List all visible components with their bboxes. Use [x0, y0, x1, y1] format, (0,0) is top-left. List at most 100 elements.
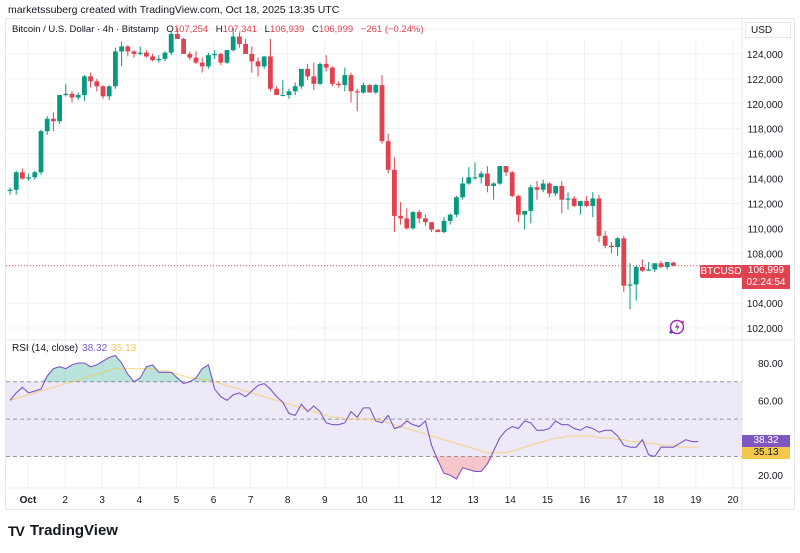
time-tick: 6 [211, 495, 217, 506]
candle [162, 52, 168, 59]
candle [119, 46, 124, 52]
chart-credit: marketssuberg created with TradingView.c… [8, 4, 340, 16]
candle [144, 52, 149, 57]
candle [460, 183, 465, 198]
candle [621, 238, 627, 286]
candle [584, 200, 589, 206]
candle [609, 245, 614, 248]
candle [423, 218, 428, 223]
candle [671, 262, 676, 266]
price-tick: 108,000 [747, 249, 784, 260]
candle [540, 183, 546, 190]
price-tick: 110,000 [748, 224, 784, 235]
candle [447, 214, 453, 221]
time-tick: 5 [174, 495, 180, 506]
candle [565, 198, 571, 200]
time-tick: 9 [322, 495, 328, 506]
candle [292, 86, 298, 92]
time-tick: Oct [20, 495, 37, 506]
candle [534, 187, 540, 190]
price-tick: 104,000 [747, 299, 784, 310]
price-tick: 122,000 [747, 75, 784, 86]
candle [342, 75, 348, 86]
time-tick: 4 [137, 495, 143, 506]
candle [44, 118, 50, 132]
candle [150, 56, 155, 61]
candle [485, 173, 490, 186]
lightning-icon[interactable] [668, 318, 686, 336]
candle [348, 75, 354, 92]
price-tick: 112,000 [748, 199, 784, 210]
time-tick: 17 [616, 495, 628, 506]
candle [311, 76, 317, 84]
time-tick: 11 [394, 495, 405, 506]
candle [491, 183, 496, 186]
time-tick: 10 [356, 495, 368, 506]
price-tick: 114,000 [748, 175, 784, 186]
candle [615, 238, 620, 248]
candle [32, 172, 38, 178]
time-tick: 20 [727, 495, 739, 506]
candle [38, 131, 44, 173]
candle [553, 185, 558, 194]
symbol-title[interactable]: Bitcoin / U.S. Dollar · 4h · Bitstamp [12, 24, 159, 35]
candle [193, 57, 199, 63]
time-tick: 16 [579, 495, 591, 506]
rsi-line [9, 354, 699, 480]
currency-label[interactable]: USD [745, 22, 791, 38]
time-tick: 12 [431, 495, 443, 506]
candle [410, 212, 416, 229]
bar-countdown: 02:24:54 [746, 277, 786, 288]
candle [286, 91, 292, 96]
candle [317, 63, 323, 84]
candle [63, 93, 69, 96]
candle [559, 185, 565, 200]
time-tick: 8 [285, 495, 291, 506]
candle [7, 189, 13, 191]
candle [509, 172, 515, 196]
candle [522, 210, 527, 215]
candle [398, 215, 403, 219]
candle [255, 61, 261, 67]
candle [373, 85, 379, 93]
price-tick: 124,000 [747, 50, 784, 61]
candle [75, 95, 81, 98]
candle [280, 95, 286, 97]
candle [299, 68, 304, 87]
candle [26, 177, 31, 179]
candle [652, 263, 658, 270]
candle [646, 269, 651, 271]
candle [218, 53, 224, 63]
candle [125, 46, 131, 52]
tradingview-logo[interactable]: TV TradingView [8, 522, 118, 539]
candle [224, 50, 230, 63]
candle [13, 172, 19, 190]
candle [20, 172, 25, 179]
candle [627, 284, 633, 286]
candle [212, 53, 217, 56]
candle [658, 263, 664, 267]
time-tick: 2 [62, 495, 68, 506]
price-tick: 118,000 [748, 125, 784, 136]
rsi-ma-value: 35.13 [111, 343, 137, 354]
candle [100, 86, 106, 97]
candle [249, 53, 255, 62]
candle [187, 53, 193, 58]
candle [168, 33, 174, 53]
candle [323, 63, 329, 68]
tradingview-logo-icon: TV [8, 522, 25, 539]
candle [478, 173, 484, 178]
candle [206, 55, 211, 67]
candle [578, 200, 583, 206]
low-value: 106,939 [269, 24, 305, 35]
price-tick: 116,000 [748, 150, 784, 161]
candle [385, 141, 391, 170]
candle [590, 198, 596, 206]
candle [361, 85, 366, 93]
candle [516, 195, 521, 215]
rsi-tick: 20.00 [758, 471, 783, 482]
close-value: 106,999 [318, 24, 354, 35]
rsi-title[interactable]: RSI (14, close) [12, 343, 79, 354]
candle [137, 52, 143, 54]
